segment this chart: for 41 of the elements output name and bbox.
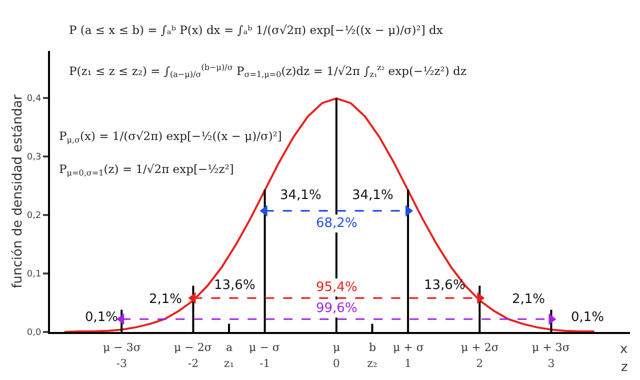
x2-tick-label: μ + 2σ [461,341,500,354]
x2-tick-label: b [369,341,376,354]
annotation: P$_{μ=0,σ=1}$(z) = 1/√2π exp[−½z²] [59,162,234,178]
x-tick-label: 0 [332,357,340,370]
annotation: P$_{μ,σ}$(x) = 1/(σ√2π) exp[−½((x − μ)/σ)²] [59,129,282,144]
x-tick-label: 3 [548,357,555,370]
x-tick-label: 1 [404,357,412,370]
x-tick-label: -1 [259,357,270,370]
x2-axis-title: x [620,342,628,357]
y-axis-title: función de densidad estándar [10,94,26,288]
x2-tick-label: a [226,341,233,354]
x-tick-label: z₂ [367,357,378,370]
x-tick-label: -2 [188,357,199,370]
annotation: 2,1% [149,292,182,307]
x-tick-label: -3 [116,357,127,370]
text: P(z₁ ≤ z ≤ z₂) = ∫$_{(a−μ)/σ}$$^{(b−μ)/σ}$ P$_{σ=1,μ=0}$(z)dz = 1/√2π ∫$_{z₁}$$^{z₂}$ exp(−½z²) dz [69,63,466,80]
text: P (a ≤ x ≤ b) = ∫ₐᵇ P(x) dx = ∫ₐᵇ 1/(σ√2π) exp[−½((x − μ)/σ)²] dx [69,23,444,37]
x2-tick-label: μ [333,341,340,354]
x2-tick-label: μ − σ [249,341,280,354]
series-label: 95,4% [316,280,358,295]
x-axis-title: z [621,360,628,375]
annotation: 0,1% [85,310,118,325]
annotation: 34,1% [352,188,394,203]
y-tick-label: 0,4 [26,94,42,104]
x2-tick-label: μ + 3σ [532,341,570,354]
x2-tick-label: μ − 3σ [103,341,142,354]
y-tick-label: 0,2 [26,211,42,222]
x2-tick-label: μ − 2σ [174,341,212,354]
annotation: 2,1% [512,292,546,307]
y-tick-label: 0,0 [26,328,42,338]
y-tick-label: 0,1 [26,270,42,280]
annotation: 13,6% [214,278,256,293]
series-label: 99,6% [316,301,358,316]
y-tick-label: 0,3 [26,152,42,163]
x-tick-label: z₁ [224,357,234,370]
x2-tick-label: μ + σ [393,341,424,354]
x-tick-label: 2 [476,357,484,370]
annotation: 0,1% [571,310,604,325]
annotation: 34,1% [280,188,322,203]
annotation: 13,6% [424,278,466,293]
series-label: 68,2% [316,216,358,231]
